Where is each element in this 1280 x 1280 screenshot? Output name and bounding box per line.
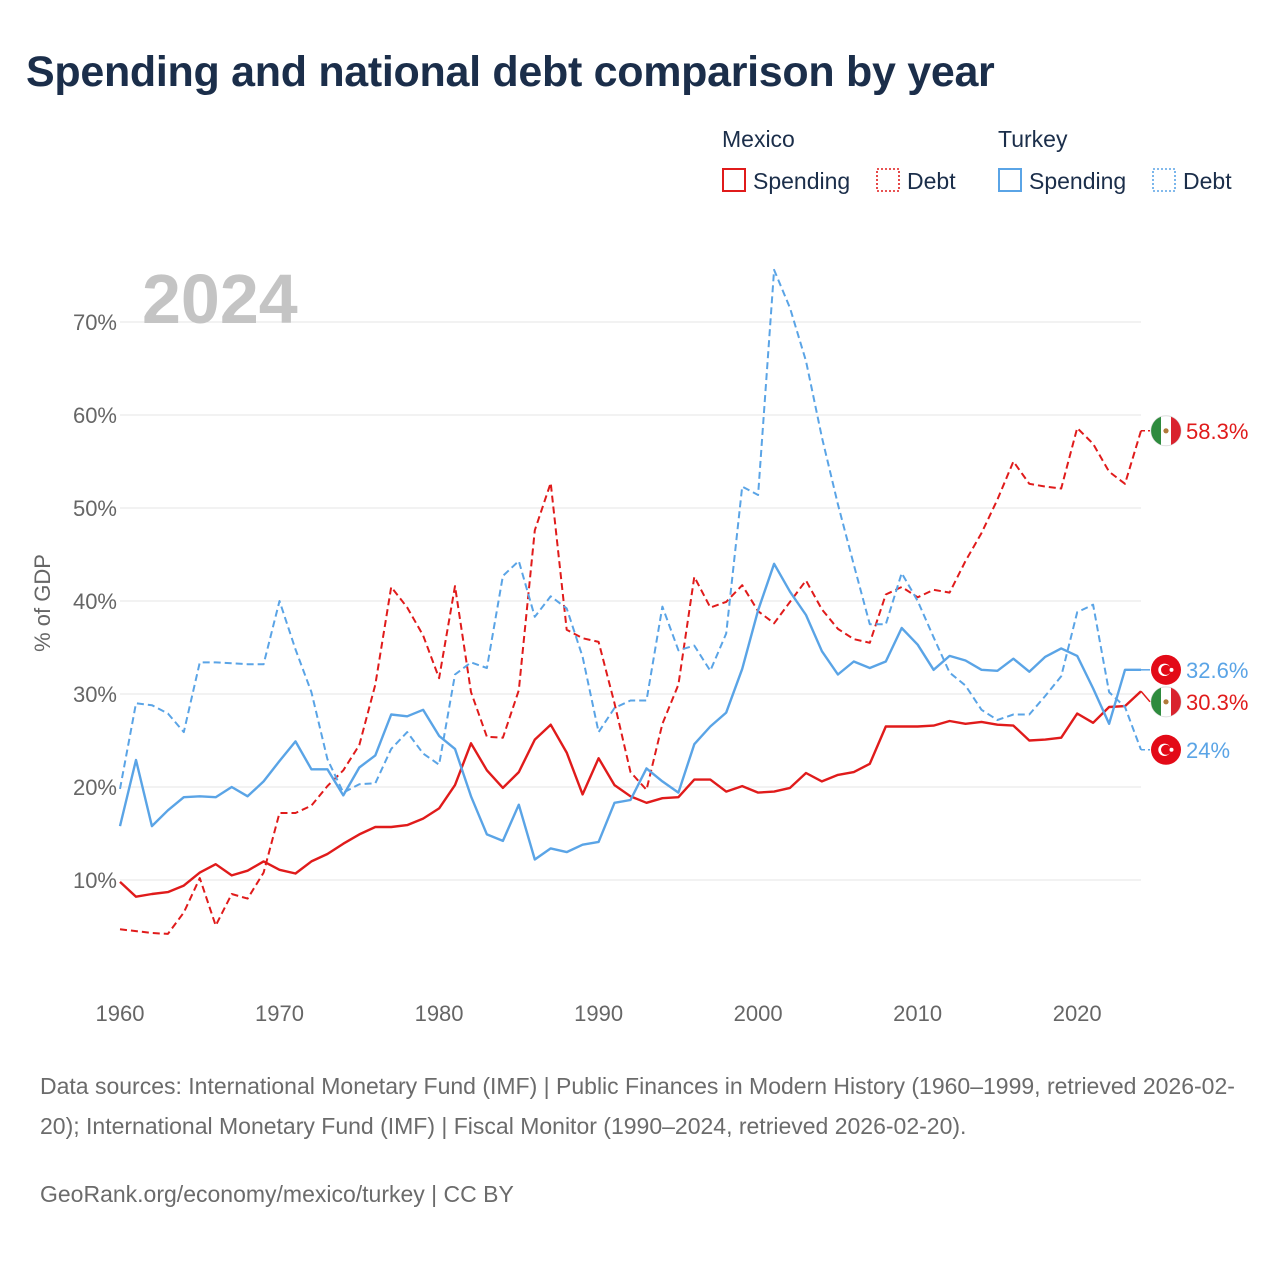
- y-tick-label: 20%: [73, 775, 117, 800]
- line-turkey-spending: [118, 562, 1141, 861]
- y-tick-label: 60%: [73, 403, 117, 428]
- legend-swatch-spending[interactable]: [722, 168, 746, 192]
- line-turkey-debt: [119, 268, 1142, 794]
- end-value-label: 30.3%: [1186, 690, 1248, 715]
- end-value-label: 58.3%: [1186, 419, 1248, 444]
- data-sources: Data sources: International Monetary Fun…: [40, 1073, 1235, 1139]
- y-tick-label: 50%: [73, 496, 117, 521]
- end-connector: [1140, 690, 1151, 703]
- legend-item-spending[interactable]: Spending: [1029, 168, 1126, 194]
- flag-emblem: [1163, 699, 1169, 705]
- end-label-mexico-debt: 58.3%: [1141, 415, 1248, 447]
- legend-swatch-debt[interactable]: [1152, 168, 1176, 192]
- flag-red: [1171, 687, 1181, 716]
- mexico-flag-icon: [1150, 686, 1182, 718]
- legend-item-spending[interactable]: Spending: [753, 168, 850, 194]
- end-labels: 58.3% 32.6% 30.3% 24%: [1140, 415, 1248, 765]
- legend-swatch-debt[interactable]: [876, 168, 900, 192]
- y-tick-label: 70%: [73, 310, 117, 335]
- flag-red: [1171, 416, 1181, 445]
- y-axis-ticks: 10% 20% 30% 40% 50% 60% 70%: [73, 310, 117, 893]
- flag-crescent-inner: [1161, 744, 1171, 755]
- legend-item-debt[interactable]: Debt: [907, 168, 956, 194]
- flag-star: [1169, 747, 1174, 752]
- y-tick-label: 10%: [73, 868, 117, 893]
- x-tick-label: 2020: [1053, 1001, 1102, 1026]
- y-tick-label: 40%: [73, 589, 117, 614]
- grid-lines: [120, 321, 1141, 881]
- end-label-turkey-debt: 24%: [1141, 734, 1230, 765]
- flag-green: [1151, 687, 1161, 716]
- turkey-flag-icon: [1151, 654, 1181, 685]
- flag-emblem: [1163, 428, 1169, 434]
- x-axis-ticks: 1960 1970 1980 1990 2000 2010 2020: [96, 1001, 1102, 1026]
- turkey-flag-icon: [1151, 734, 1181, 765]
- y-axis-label: % of GDP: [30, 554, 55, 652]
- legend: Mexico Spending Debt Turkey Spending Debt: [722, 126, 1232, 194]
- line-mexico-debt: [119, 427, 1142, 935]
- chart-title: Spending and national debt comparison by…: [26, 48, 995, 96]
- legend-country-label: Turkey: [998, 126, 1068, 152]
- x-tick-label: 2000: [734, 1001, 783, 1026]
- legend-group-turkey: Turkey Spending Debt: [998, 126, 1232, 194]
- line-mexico-spending: [119, 690, 1142, 898]
- end-value-label: 32.6%: [1186, 658, 1248, 683]
- legend-group-mexico: Mexico Spending Debt: [722, 126, 956, 194]
- x-tick-label: 1970: [255, 1001, 304, 1026]
- year-watermark: 2024: [142, 260, 298, 338]
- flag-star: [1169, 667, 1174, 672]
- x-tick-label: 2010: [893, 1001, 942, 1026]
- chart-svg: 2024 10%20%30%40%50%60%70% 1960 1970 1980 1…: [30, 126, 1248, 1026]
- legend-country-label: Mexico: [722, 126, 795, 152]
- mexico-flag-icon: [1150, 415, 1182, 447]
- legend-swatch-spending[interactable]: [998, 168, 1022, 192]
- series-lines: [118, 268, 1142, 935]
- x-tick-label: 1980: [415, 1001, 464, 1026]
- end-value-label: 24%: [1186, 738, 1230, 763]
- end-label-mexico-spending: 30.3%: [1140, 686, 1248, 718]
- y-tick-label: 30%: [73, 682, 117, 707]
- legend-item-debt[interactable]: Debt: [1183, 168, 1232, 194]
- x-tick-label: 1960: [96, 1001, 145, 1026]
- attribution-link[interactable]: GeoRank.org/economy/mexico/turkey | CC B…: [40, 1181, 514, 1207]
- end-label-turkey-spending: 32.6%: [1141, 654, 1248, 685]
- flag-crescent-inner: [1161, 664, 1171, 675]
- x-tick-label: 1990: [574, 1001, 623, 1026]
- flag-green: [1151, 416, 1161, 445]
